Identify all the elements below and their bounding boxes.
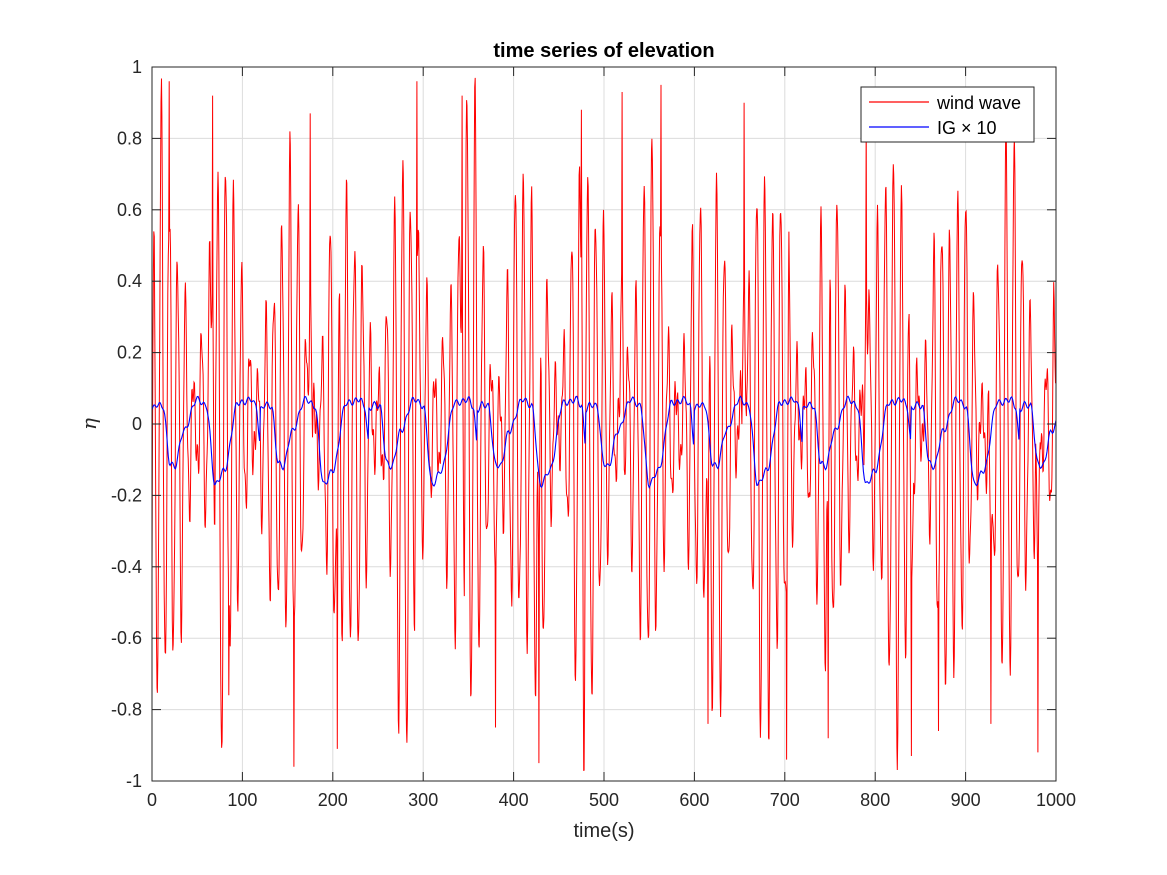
x-tick-label: 500 (589, 790, 619, 810)
series-wind-wave (151, 77, 1057, 771)
x-tick-label: 300 (408, 790, 438, 810)
tick-labels: 0 100 200 300 400 500 600 700 800 900 1000 -1 -0.8 -0… (111, 57, 1076, 810)
legend: wind wave IG × 10 (860, 86, 1035, 143)
y-tick-label: 0.4 (117, 271, 142, 291)
x-tick-label: 100 (227, 790, 257, 810)
x-tick-label: 0 (147, 790, 157, 810)
series-ig (151, 395, 1057, 489)
ticks (151, 66, 1057, 782)
y-tick-label: 1 (132, 57, 142, 77)
series-layer (151, 77, 1057, 771)
y-tick-label: 0.2 (117, 343, 142, 363)
legend-label-wind-wave: wind wave (936, 93, 1021, 113)
x-tick-label: 800 (860, 790, 890, 810)
x-tick-label: 1000 (1036, 790, 1076, 810)
x-tick-label: 400 (499, 790, 529, 810)
y-tick-label: 0.8 (117, 128, 142, 148)
chart-title: time series of elevation (493, 40, 714, 62)
y-tick-label: 0.6 (117, 200, 142, 220)
legend-box (860, 86, 1035, 143)
x-axis-label: time(s) (573, 820, 634, 842)
y-tick-label: -0.6 (111, 628, 142, 648)
x-tick-label: 700 (770, 790, 800, 810)
x-tick-label: 200 (318, 790, 348, 810)
y-tick-label: -0.2 (111, 485, 142, 505)
y-tick-label: -1 (126, 771, 142, 791)
x-tick-label: 600 (679, 790, 709, 810)
y-tick-label: -0.8 (111, 700, 142, 720)
y-axis-label: η (77, 418, 101, 430)
y-tick-label: 0 (132, 414, 142, 434)
legend-label-ig: IG × 10 (937, 118, 997, 138)
x-tick-label: 900 (951, 790, 981, 810)
y-tick-label: -0.4 (111, 557, 142, 577)
